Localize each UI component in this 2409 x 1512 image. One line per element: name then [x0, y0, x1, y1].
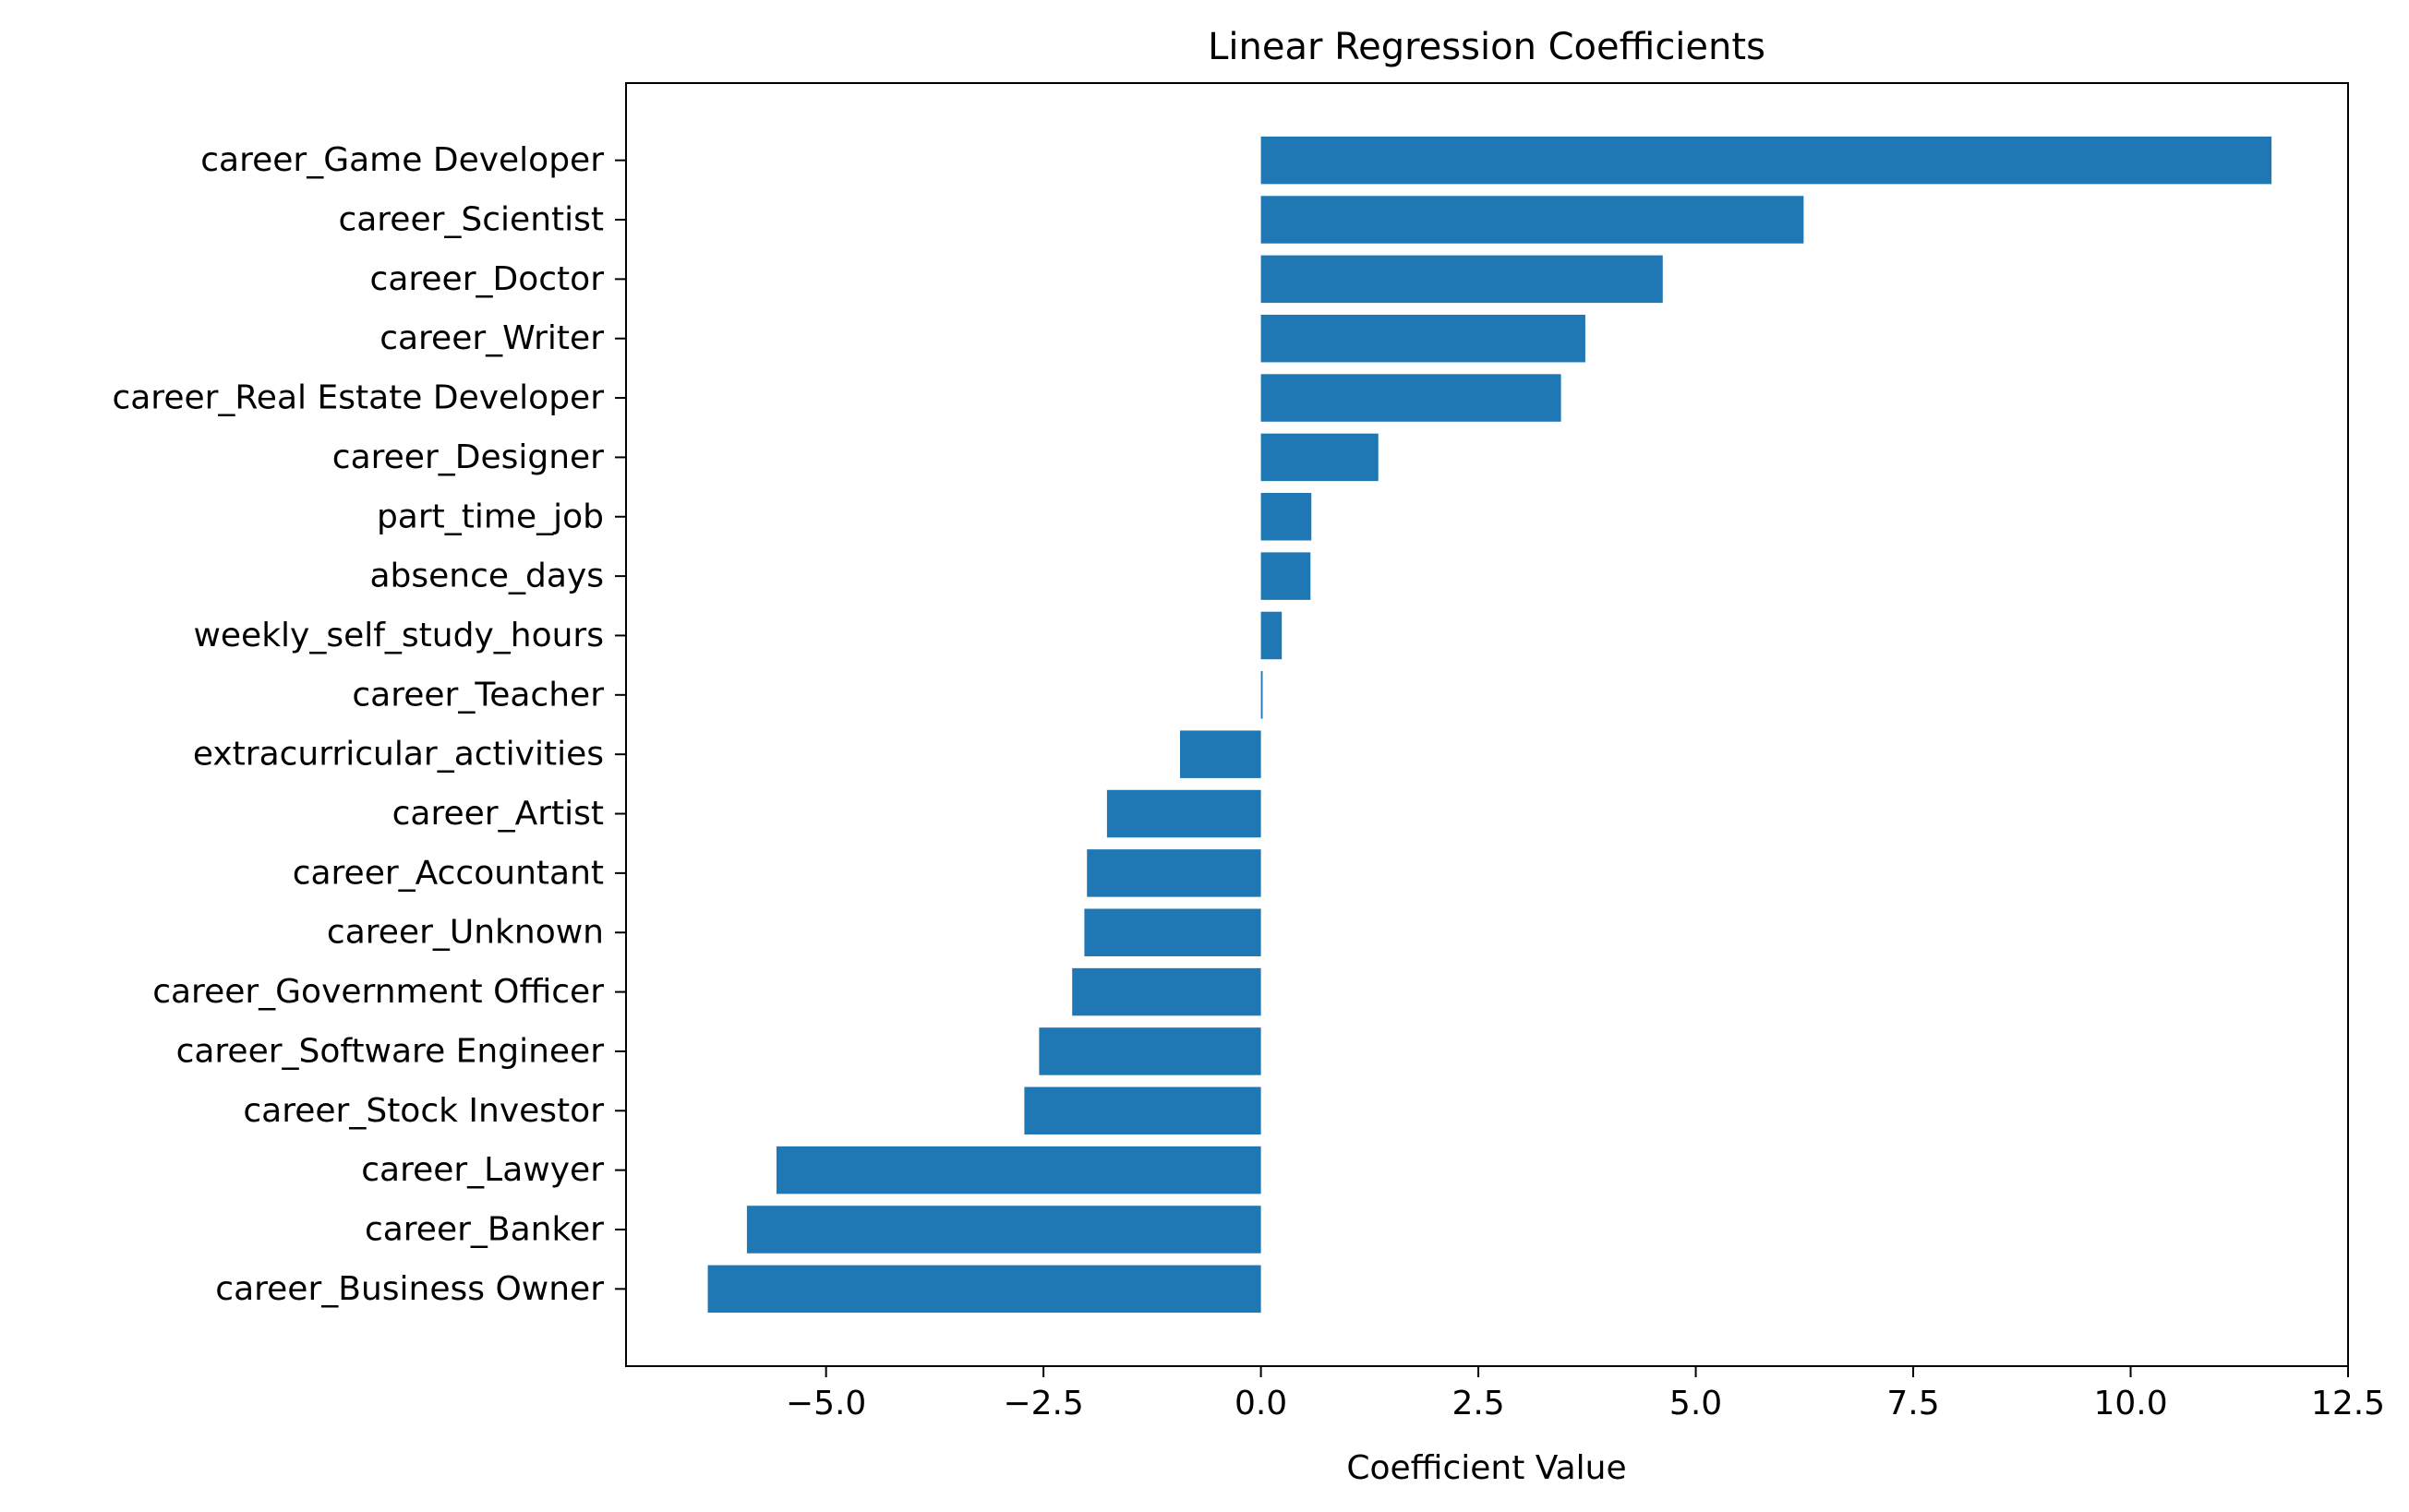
bar — [1260, 611, 1283, 660]
bar — [1072, 967, 1261, 1016]
bar — [707, 1265, 1261, 1314]
x-tick-label: 2.5 — [1451, 1385, 1504, 1422]
y-tick-label: career_Business Owner — [215, 1270, 604, 1308]
y-axis-ticks: career_Game Developer career_Scientistcar… — [112, 141, 626, 1308]
y-tick-label: career_Designer — [332, 438, 604, 476]
y-tick-label: extracurricular_activities — [193, 736, 604, 774]
y-tick-label: part_time_job — [377, 498, 604, 535]
y-tick-label: career_Game Developer — [200, 141, 604, 179]
y-tick-label: weekly_self_study_hours — [193, 617, 604, 654]
bar — [1260, 314, 1585, 363]
x-tick-label: −5.0 — [786, 1385, 866, 1422]
y-tick-label: absence_days — [369, 558, 604, 595]
bar — [1260, 552, 1311, 600]
y-tick-label: career_Teacher — [352, 676, 604, 714]
bar — [1180, 730, 1261, 778]
bars-layer — [707, 136, 2272, 1314]
plot-frame — [625, 82, 2349, 1367]
bar — [1260, 493, 1312, 541]
chart-title: Linear Regression Coefficients — [1208, 26, 1765, 68]
y-tick-label: career_Writer — [379, 319, 604, 357]
x-tick-label: 0.0 — [1235, 1385, 1287, 1422]
bar — [1024, 1086, 1261, 1135]
bar — [746, 1206, 1261, 1254]
bar — [776, 1146, 1261, 1194]
bar — [1260, 374, 1561, 422]
bar — [1260, 433, 1379, 482]
y-tick-label: career_Doctor — [370, 260, 605, 298]
bar — [1039, 1027, 1261, 1075]
bar — [1260, 196, 1804, 244]
bar — [1087, 849, 1261, 897]
y-tick-label: career_Banker — [365, 1210, 604, 1248]
x-tick-label: 7.5 — [1886, 1385, 1939, 1422]
y-tick-label: career_Unknown — [327, 914, 604, 952]
y-tick-label: career_Software Engineer — [176, 1032, 605, 1070]
bar — [1260, 136, 2272, 185]
y-tick-label: career_Real Estate Developer — [112, 379, 604, 417]
x-axis-label: Coefficient Value — [1346, 1449, 1626, 1487]
x-tick-label: 12.5 — [2311, 1385, 2385, 1422]
bar — [1106, 789, 1261, 838]
bar — [1084, 908, 1261, 956]
x-axis-ticks: −5.0 −2.5 0.0 2.5 5.0 7.5 10.0 12.5 — [786, 1366, 2385, 1422]
x-tick-label: 5.0 — [1669, 1385, 1722, 1422]
y-tick-label: career_Government Officer — [152, 973, 604, 1011]
bar — [1260, 671, 1263, 719]
x-tick-label: 10.0 — [2093, 1385, 2167, 1422]
x-tick-label: −2.5 — [1003, 1385, 1083, 1422]
y-tick-label: career_Scientist — [338, 201, 604, 239]
y-tick-label: career_Lawyer — [361, 1151, 604, 1189]
y-tick-label: career_Stock Investor — [243, 1092, 604, 1130]
y-tick-label: career_Accountant — [293, 854, 604, 892]
bar — [1260, 255, 1663, 304]
y-tick-label: career_Artist — [392, 795, 604, 833]
